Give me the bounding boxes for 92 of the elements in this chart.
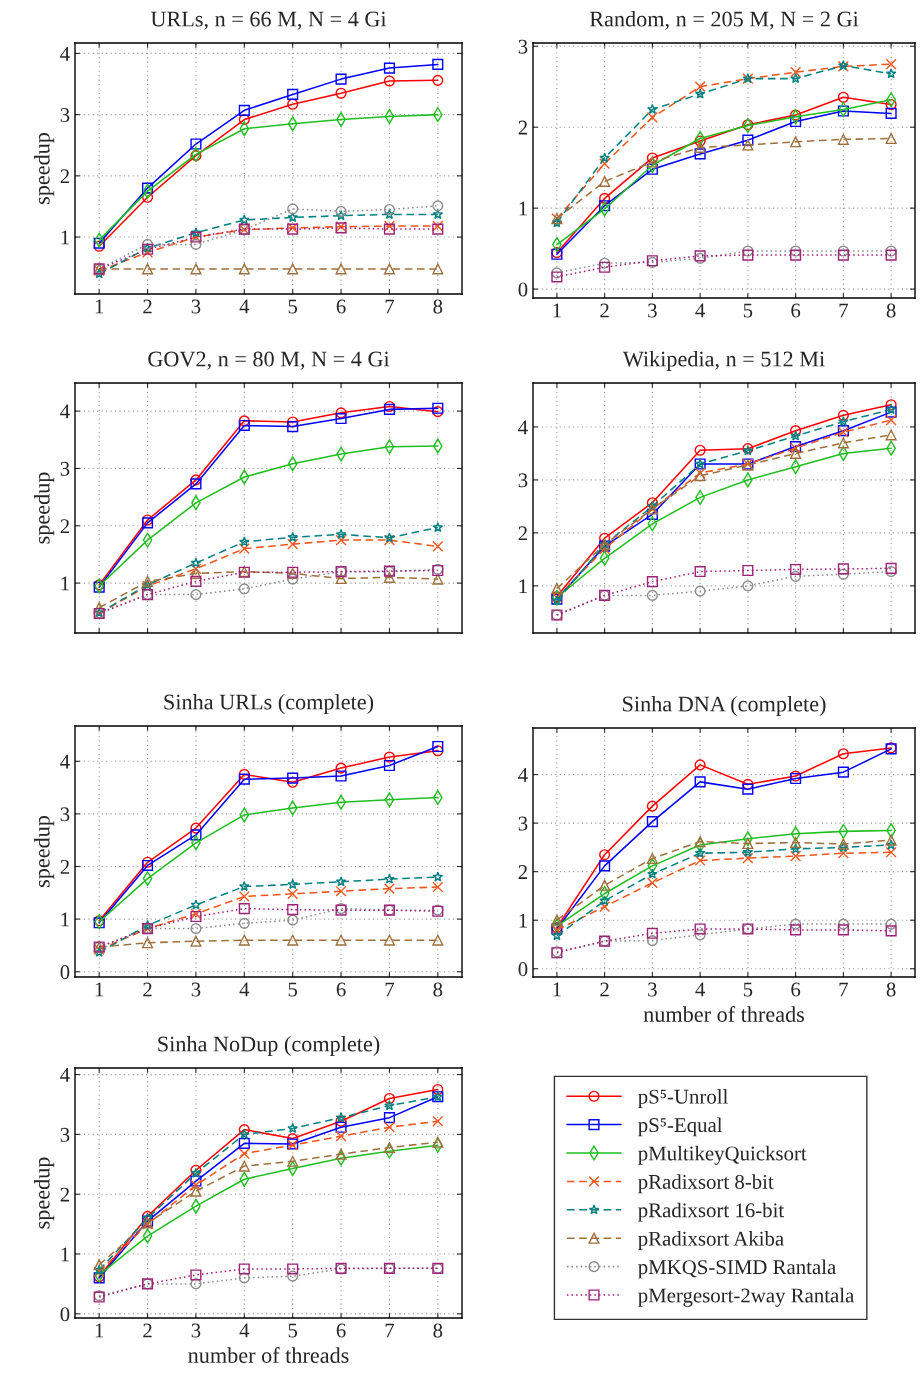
y-tick-label: 1	[61, 912, 69, 927]
y-tick-label: 2	[60, 859, 69, 874]
y-tick-label: 4	[60, 754, 70, 769]
chart-title: URLs, n = 66 M, N = 4 Gi	[150, 11, 387, 30]
x-tick-label: 7	[385, 982, 395, 997]
x-tick-label: 1	[95, 299, 104, 314]
x-tick-label: 6	[336, 1323, 346, 1338]
y-tick-label: 1	[519, 913, 527, 928]
chart-title: Sinha URLs (complete)	[164, 693, 374, 715]
x-tick-label: 4	[239, 299, 250, 314]
legend-label: pMultikeyQuicksort	[638, 1145, 807, 1165]
x-tick-label: 3	[191, 299, 201, 314]
chart-title: Sinha NoDup (complete)	[158, 1035, 380, 1057]
y-tick-label: 3	[518, 816, 528, 831]
legend-label: pRadixsort Akiba	[638, 1231, 784, 1250]
y-tick-label: 3	[60, 807, 70, 822]
legend-label: pMKQS-SIMD Rantala	[638, 1259, 836, 1279]
x-tick-label: 3	[191, 982, 201, 997]
y-tick-label: 1	[61, 230, 69, 245]
x-tick-label: 4	[695, 303, 706, 318]
y-tick-label: 0	[60, 965, 70, 980]
y-tick-label: 1	[61, 576, 69, 591]
y-tick-label: 1	[519, 201, 527, 216]
x-tick-label: 8	[433, 982, 443, 997]
x-tick-label: 6	[336, 299, 346, 314]
y-tick-label: 3	[60, 108, 70, 123]
x-tick-label: 1	[553, 303, 561, 318]
x-tick-label: 7	[839, 303, 848, 318]
x-tick-label: 5	[743, 303, 753, 318]
x-tick-label: 6	[336, 982, 346, 997]
x-tick-label: 8	[433, 1323, 443, 1338]
y-tick-label: 2	[60, 1187, 69, 1202]
x-axis-title: number of threads	[643, 1006, 805, 1022]
x-tick-label: 1	[95, 1323, 104, 1338]
x-tick-label: 7	[385, 299, 395, 314]
y-tick-label: 2	[518, 865, 527, 879]
y-axis-title: speedup	[34, 815, 55, 887]
legend-label: pS⁵-Equal	[638, 1117, 723, 1137]
chart-title: Wikipedia, n = 512 Mi	[622, 350, 825, 372]
y-tick-label: 3	[60, 461, 70, 476]
chart-title: Sinha DNA (complete)	[623, 695, 826, 717]
x-tick-label: 5	[743, 982, 753, 997]
y-tick-label: 2	[518, 526, 527, 541]
y-tick-label: 2	[518, 120, 527, 135]
x-tick-label: 2	[600, 982, 609, 997]
legend-label: pMergesort-2way Rantala	[638, 1287, 855, 1307]
x-tick-label: 5	[288, 982, 298, 997]
x-tick-label: 8	[886, 303, 896, 318]
y-tick-label: 4	[60, 46, 70, 61]
x-tick-label: 5	[288, 299, 298, 314]
x-tick-label: 3	[648, 303, 657, 318]
y-tick-label: 2	[60, 519, 69, 533]
y-axis-title: speedup	[34, 132, 55, 204]
x-tick-label: 7	[385, 1323, 395, 1338]
x-tick-label: 8	[886, 982, 896, 997]
y-tick-label: 2	[60, 169, 69, 184]
x-tick-label: 1	[95, 982, 104, 997]
legend-label: pRadixsort 16-bit	[638, 1202, 785, 1222]
y-tick-label: 3	[518, 473, 528, 488]
y-tick-label: 3	[518, 39, 528, 54]
x-tick-label: 4	[239, 1323, 250, 1338]
x-tick-label: 7	[839, 982, 848, 997]
x-tick-label: 2	[600, 303, 609, 318]
x-tick-label: 3	[191, 1323, 201, 1338]
legend-label: pS⁵-Unroll	[638, 1089, 728, 1108]
chart-title: GOV2, n = 80 M, N = 4 Gi	[148, 351, 390, 370]
chart-title: Random, n = 205 M, N = 2 Gi	[589, 10, 859, 30]
y-tick-label: 4	[518, 768, 528, 782]
y-tick-label: 0	[518, 962, 528, 977]
x-tick-label: 8	[433, 299, 443, 314]
y-tick-label: 4	[60, 1068, 70, 1082]
y-tick-label: 3	[60, 1127, 70, 1142]
x-tick-label: 2	[143, 299, 152, 314]
x-tick-label: 5	[288, 1323, 298, 1338]
x-tick-label: 2	[143, 982, 152, 997]
x-axis-title: number of threads	[188, 1347, 349, 1363]
y-axis-title: speedup	[34, 472, 55, 544]
y-tick-label: 1	[61, 1247, 69, 1262]
x-tick-label: 2	[143, 1323, 152, 1338]
x-tick-label: 1	[553, 982, 561, 997]
y-tick-label: 4	[518, 420, 528, 435]
x-tick-label: 6	[791, 303, 801, 318]
y-tick-label: 4	[60, 404, 70, 419]
y-tick-label: 0	[60, 1307, 70, 1322]
y-axis-title: speedup	[34, 1157, 55, 1229]
x-tick-label: 4	[695, 982, 706, 997]
y-tick-label: 0	[518, 282, 528, 297]
x-tick-label: 3	[648, 982, 657, 997]
x-tick-label: 6	[791, 982, 801, 997]
y-tick-label: 1	[519, 579, 527, 594]
legend-label: pRadixsort 8-bit	[638, 1174, 774, 1194]
x-tick-label: 4	[239, 982, 250, 997]
